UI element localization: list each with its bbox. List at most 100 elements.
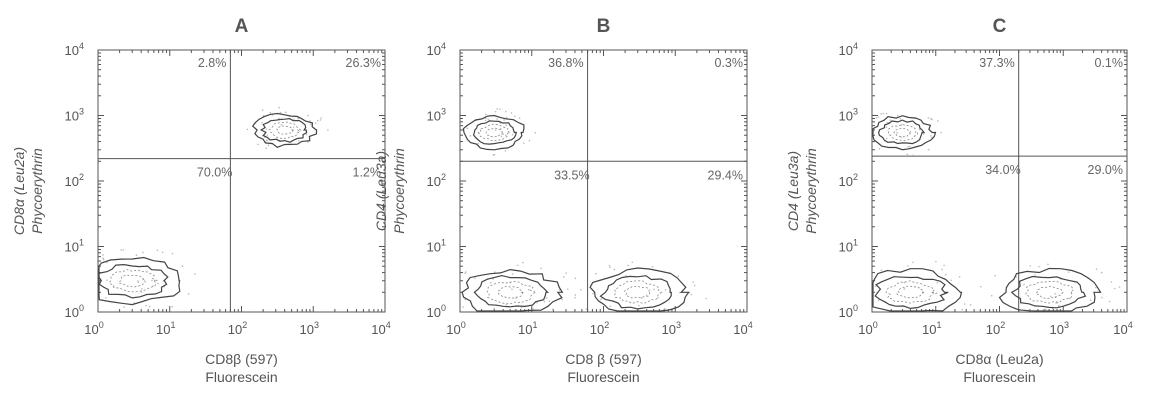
- y-tick-label: 100: [839, 303, 858, 320]
- event-dot: [523, 142, 525, 144]
- contour-line: [472, 120, 518, 145]
- x-tick-label: 102: [590, 320, 609, 337]
- event-dot: [679, 291, 681, 294]
- event-dot: [693, 284, 696, 287]
- y-tick-exponent: 3: [853, 107, 858, 117]
- event-dot: [1113, 287, 1116, 290]
- event-dot: [1034, 274, 1036, 276]
- event-dot: [505, 110, 507, 113]
- event-dot: [511, 288, 513, 290]
- event-dot: [1049, 295, 1052, 298]
- y-tick-label: 103: [65, 107, 84, 124]
- y-tick-exponent: 4: [79, 41, 84, 51]
- event-dot: [485, 113, 487, 116]
- event-dot: [690, 293, 693, 296]
- quadrant-upper-left: 36.8%: [548, 56, 583, 70]
- event-dot: [484, 119, 487, 122]
- x-tick-exponent: 1: [170, 320, 175, 330]
- event-dot: [532, 307, 534, 310]
- event-dot: [889, 119, 892, 121]
- panel-title: B: [597, 16, 611, 37]
- event-dot: [292, 126, 295, 128]
- contour-line: [98, 256, 181, 306]
- x-axis-sublabel: Fluorescein: [963, 369, 1035, 385]
- contour-line: [276, 125, 295, 135]
- event-dot: [906, 153, 909, 156]
- y-tick-exponent: 3: [441, 107, 446, 117]
- y-tick-exponent: 0: [79, 303, 84, 313]
- event-dot: [640, 297, 643, 299]
- y-tick-exponent: 1: [79, 238, 84, 248]
- x-tick-exponent: 2: [1000, 320, 1005, 330]
- event-dot: [278, 117, 280, 120]
- event-dot: [705, 297, 708, 300]
- event-dot: [1029, 265, 1032, 267]
- event-dot: [574, 294, 577, 296]
- event-dot: [500, 135, 503, 138]
- event-dot: [896, 114, 899, 117]
- event-dot: [499, 108, 501, 110]
- event-dot: [677, 275, 680, 277]
- y-tick-label: 100: [427, 303, 446, 320]
- event-dot: [885, 126, 888, 128]
- y-tick-exponent: 3: [79, 107, 84, 117]
- event-dot: [494, 129, 497, 131]
- population-contour: [461, 261, 577, 312]
- quadrant-lower-left: 34.0%: [985, 163, 1020, 177]
- event-dot: [638, 304, 640, 307]
- event-dot: [536, 301, 538, 304]
- x-tick-label: 103: [300, 320, 319, 337]
- contour-line: [874, 276, 949, 310]
- population-contour: [98, 249, 196, 308]
- event-dot: [505, 124, 507, 126]
- event-dot: [298, 139, 300, 142]
- event-dot: [527, 288, 530, 291]
- event-dot: [156, 249, 159, 252]
- contour-line: [893, 127, 912, 138]
- event-dot: [171, 252, 174, 255]
- event-dot: [592, 292, 594, 295]
- x-tick-exponent: 3: [314, 320, 319, 330]
- event-dot: [653, 288, 655, 291]
- panel-title: A: [235, 16, 249, 37]
- event-dot: [514, 115, 516, 118]
- y-tick-exponent: 1: [441, 238, 446, 248]
- event-dot: [265, 128, 268, 130]
- x-tick-label: 102: [228, 320, 247, 337]
- event-dot: [265, 147, 267, 150]
- population-contour: [580, 261, 708, 312]
- event-dot: [151, 279, 153, 282]
- event-dot: [936, 281, 939, 284]
- event-dot: [664, 308, 666, 310]
- y-tick-label: 102: [65, 172, 84, 189]
- contour-line: [872, 268, 963, 312]
- event-dot: [492, 154, 495, 156]
- event-dot: [645, 294, 648, 297]
- event-dot: [477, 142, 479, 145]
- event-dot: [102, 258, 105, 261]
- contour-line: [877, 119, 926, 145]
- x-axis-label: CD8α (Leu2a): [955, 351, 1043, 367]
- event-dot: [503, 119, 505, 121]
- event-dot: [931, 118, 933, 121]
- event-dot: [106, 279, 108, 281]
- event-dot: [305, 133, 308, 136]
- event-dot: [627, 264, 629, 267]
- event-dot: [886, 121, 889, 124]
- contour-line: [885, 280, 936, 304]
- event-dot: [608, 264, 611, 267]
- event-dot: [522, 261, 524, 264]
- event-dot: [918, 128, 921, 131]
- contour-line: [1035, 286, 1064, 299]
- event-dot: [266, 139, 268, 142]
- quadrant-lower-right: 1.2%: [353, 166, 382, 180]
- event-dot: [613, 268, 616, 271]
- event-dot: [625, 274, 627, 277]
- contour-line: [614, 280, 663, 304]
- event-dot: [574, 277, 577, 280]
- y-axis-label: CD4 (Leu3a): [785, 151, 801, 231]
- event-dot: [585, 308, 588, 310]
- quadrant-lower-right: 29.0%: [1088, 163, 1123, 177]
